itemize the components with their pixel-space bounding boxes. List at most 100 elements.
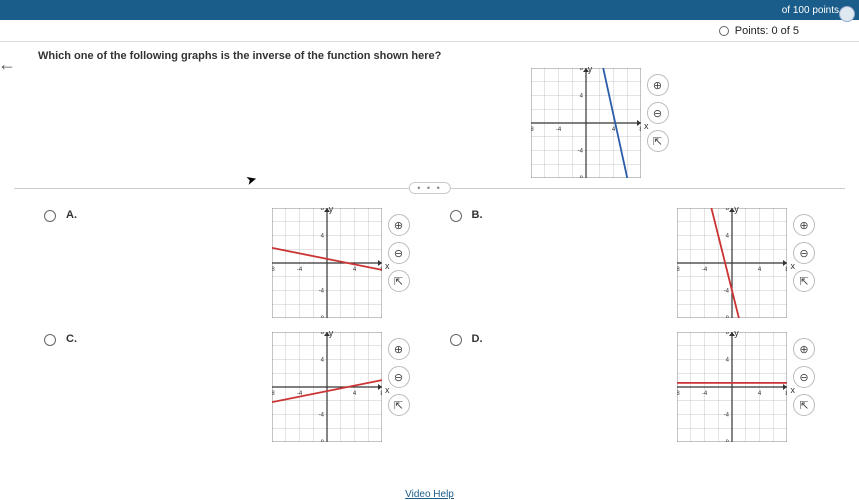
svg-text:8: 8 <box>785 391 787 397</box>
svg-text:-4: -4 <box>724 413 730 419</box>
svg-text:4: 4 <box>726 234 730 240</box>
points-label: Points: 0 of 5 <box>735 25 799 37</box>
svg-text:4: 4 <box>726 358 730 364</box>
choice-d-label: D. <box>472 333 492 345</box>
choice-b: B. y x -8-8-4-44488 ⊕ ⊖ ⇱ <box>450 208 836 318</box>
expand-dots-icon[interactable]: • • • <box>408 182 450 194</box>
zoom-in-icon[interactable]: ⊕ <box>647 74 669 96</box>
graph-tools: ⊕ ⊖ ⇱ <box>647 74 669 152</box>
svg-text:-4: -4 <box>318 413 324 419</box>
popout-icon[interactable]: ⇱ <box>793 394 815 416</box>
zoom-in-icon[interactable]: ⊕ <box>388 338 410 360</box>
svg-text:-8: -8 <box>318 440 324 442</box>
axis-x-label: x <box>791 261 796 271</box>
axis-y-label: y <box>329 328 334 338</box>
svg-text:-8: -8 <box>318 316 324 318</box>
svg-text:8: 8 <box>639 127 641 133</box>
svg-text:-4: -4 <box>702 391 708 397</box>
axis-y-label: y <box>329 204 334 214</box>
top-bar-text: of 100 points <box>782 5 839 16</box>
choices-grid: A. y x -8 -8 -4 -4 4 4 8 8 ⊕ ⊖ ⇱ B. y <box>14 202 845 442</box>
zoom-out-icon[interactable]: ⊖ <box>793 366 815 388</box>
choice-a-graph: y x -8-8-4-44488 <box>272 208 382 318</box>
choice-b-graph: y x -8-8-4-44488 <box>677 208 787 318</box>
svg-text:-8: -8 <box>724 316 730 318</box>
svg-text:-4: -4 <box>702 267 708 273</box>
zoom-in-icon[interactable]: ⊕ <box>388 214 410 236</box>
reference-graph-block: y x -8-8-4-44488 ⊕ ⊖ ⇱ <box>531 68 669 178</box>
choice-d-graph-block: y x -8-8-4-44488 ⊕ ⊖ ⇱ <box>677 332 815 442</box>
axis-y-label: y <box>734 204 739 214</box>
choice-d-svg: -8-8-4-44488 <box>677 332 787 442</box>
svg-text:4: 4 <box>352 391 356 397</box>
popout-icon[interactable]: ⇱ <box>388 394 410 416</box>
video-help-link[interactable]: Video Help <box>405 489 454 500</box>
help-icon[interactable] <box>839 6 855 22</box>
reference-graph-row: y x -8-8-4-44488 ⊕ ⊖ ⇱ <box>14 68 845 178</box>
choice-a-graph-block: y x -8-8-4-44488 ⊕ ⊖ ⇱ <box>272 208 410 318</box>
points-indicator-icon <box>719 26 729 36</box>
zoom-in-icon[interactable]: ⊕ <box>793 338 815 360</box>
divider: • • • <box>14 188 845 202</box>
popout-icon[interactable]: ⇱ <box>793 270 815 292</box>
reference-graph: y x -8-8-4-44488 <box>531 68 641 178</box>
zoom-out-icon[interactable]: ⊖ <box>647 102 669 124</box>
svg-text:-4: -4 <box>555 127 561 133</box>
choice-a-svg: -8-8-4-44488 <box>272 208 382 318</box>
axis-x-label: x <box>791 385 796 395</box>
back-arrow-icon[interactable]: ← <box>0 54 16 75</box>
svg-text:-4: -4 <box>724 289 730 295</box>
choice-b-svg: -8 -8 -4 -4 4 4 8 8 <box>677 208 787 318</box>
svg-text:-8: -8 <box>677 267 680 273</box>
zoom-out-icon[interactable]: ⊖ <box>388 242 410 264</box>
choice-c-graph: y x -8-8-4-44488 <box>272 332 382 442</box>
choice-a-label: A. <box>66 209 86 221</box>
radio-b[interactable] <box>450 210 462 222</box>
svg-text:-8: -8 <box>272 267 275 273</box>
choice-c-graph-block: y x -8-8-4-44488 ⊕ ⊖ ⇱ <box>272 332 410 442</box>
svg-text:4: 4 <box>579 94 583 100</box>
svg-text:-4: -4 <box>577 149 583 155</box>
popout-icon[interactable]: ⇱ <box>388 270 410 292</box>
reference-graph-svg: -8-8-4-44488 <box>531 68 641 178</box>
choice-c-svg: -8-8-4-44488 <box>272 332 382 442</box>
zoom-out-icon[interactable]: ⊖ <box>793 242 815 264</box>
radio-d[interactable] <box>450 334 462 346</box>
choice-c-label: C. <box>66 333 86 345</box>
svg-text:4: 4 <box>320 358 324 364</box>
choice-a: A. y x -8-8-4-44488 ⊕ ⊖ ⇱ <box>44 208 430 318</box>
svg-text:8: 8 <box>320 208 324 212</box>
svg-text:-8: -8 <box>724 440 730 442</box>
choice-b-label: B. <box>472 209 492 221</box>
axis-x-label: x <box>385 385 390 395</box>
svg-text:4: 4 <box>758 267 762 273</box>
svg-text:8: 8 <box>726 208 730 212</box>
svg-text:-8: -8 <box>272 391 275 397</box>
axis-y-label: y <box>588 64 593 74</box>
question-content: ← Which one of the following graphs is t… <box>0 42 859 500</box>
top-bar: of 100 points <box>0 0 859 20</box>
svg-text:-4: -4 <box>296 267 302 273</box>
svg-text:4: 4 <box>320 234 324 240</box>
svg-text:8: 8 <box>785 267 787 273</box>
points-row: Points: 0 of 5 <box>0 20 859 42</box>
choice-b-graph-block: y x -8-8-4-44488 ⊕ ⊖ ⇱ <box>677 208 815 318</box>
radio-a[interactable] <box>44 210 56 222</box>
svg-text:-8: -8 <box>531 127 534 133</box>
svg-text:-8: -8 <box>577 176 583 178</box>
axis-x-label: x <box>644 121 649 131</box>
zoom-in-icon[interactable]: ⊕ <box>793 214 815 236</box>
svg-text:-8: -8 <box>677 391 680 397</box>
svg-text:8: 8 <box>320 332 324 336</box>
svg-text:4: 4 <box>758 391 762 397</box>
zoom-out-icon[interactable]: ⊖ <box>388 366 410 388</box>
svg-text:4: 4 <box>352 267 356 273</box>
svg-text:4: 4 <box>611 127 615 133</box>
choice-c: C. y x -8-8-4-44488 ⊕ ⊖ ⇱ <box>44 332 430 442</box>
svg-text:-4: -4 <box>318 289 324 295</box>
axis-y-label: y <box>734 328 739 338</box>
popout-icon[interactable]: ⇱ <box>647 130 669 152</box>
choice-d-graph: y x -8-8-4-44488 <box>677 332 787 442</box>
svg-text:8: 8 <box>380 391 382 397</box>
radio-c[interactable] <box>44 334 56 346</box>
